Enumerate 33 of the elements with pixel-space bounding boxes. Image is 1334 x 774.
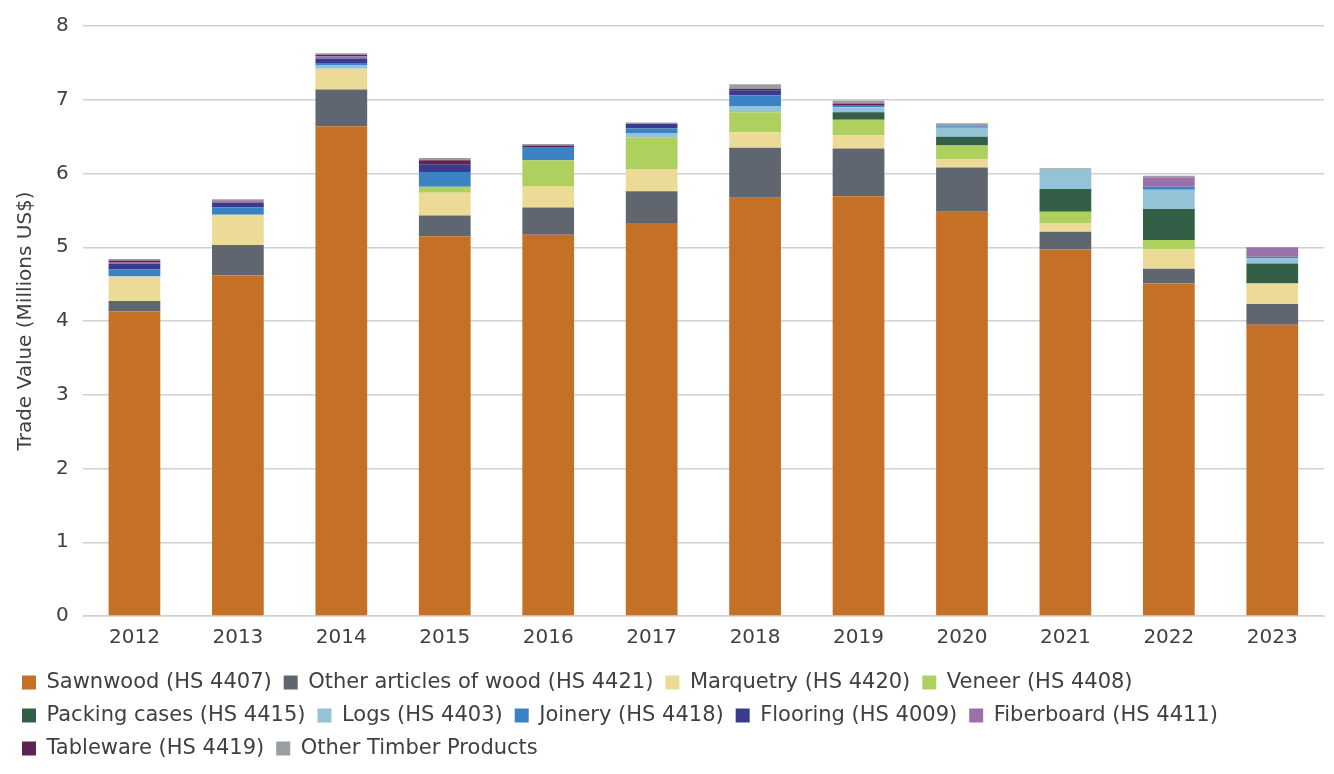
legend-label: Other articles of wood (HS 4421) [308,668,654,693]
x-tick-label: 2016 [522,624,574,649]
y-tick-label: 3 [55,380,69,405]
y-tick-label: 4 [55,307,69,332]
x-tick-label: 2021 [1039,624,1091,649]
x-tick-label: 2017 [626,624,678,649]
legend-label: Packing cases (HS 4415) [46,701,306,726]
legend-label: Veneer (HS 4408) [946,668,1133,693]
y-tick-label: 5 [55,233,69,258]
legend-label: Fiberboard (HS 4411) [993,701,1218,726]
y-axis-title: Trade Value (Millions US$) [12,191,37,452]
legend-label: Other Timber Products [300,734,538,759]
x-tick-label: 2022 [1143,624,1195,649]
y-tick-label: 2 [55,454,69,479]
x-tick-label: 2012 [108,624,160,649]
legend-label: Marquetry (HS 4420) [689,668,911,693]
legend-label: Tableware (HS 4419) [45,734,265,759]
x-tick-label: 2020 [936,624,988,649]
y-tick-label: 0 [55,602,69,627]
x-tick-label: 2014 [315,624,367,649]
legend-label: Sawnwood (HS 4407) [46,668,272,693]
y-tick-label: 6 [55,159,69,184]
legend-label: Logs (HS 4403) [341,701,503,726]
y-tick-label: 8 [55,12,69,37]
x-tick-label: 2019 [833,624,884,649]
legend-label: Flooring (HS 4009) [760,701,958,726]
x-tick-label: 2023 [1246,624,1298,649]
y-tick-label: 7 [55,85,69,110]
y-tick-label: 1 [55,528,69,553]
x-tick-label: 2013 [212,624,264,649]
x-tick-label: 2018 [729,624,781,649]
x-tick-label: 2015 [419,624,471,649]
legend-label: Joinery (HS 4418) [537,701,724,726]
